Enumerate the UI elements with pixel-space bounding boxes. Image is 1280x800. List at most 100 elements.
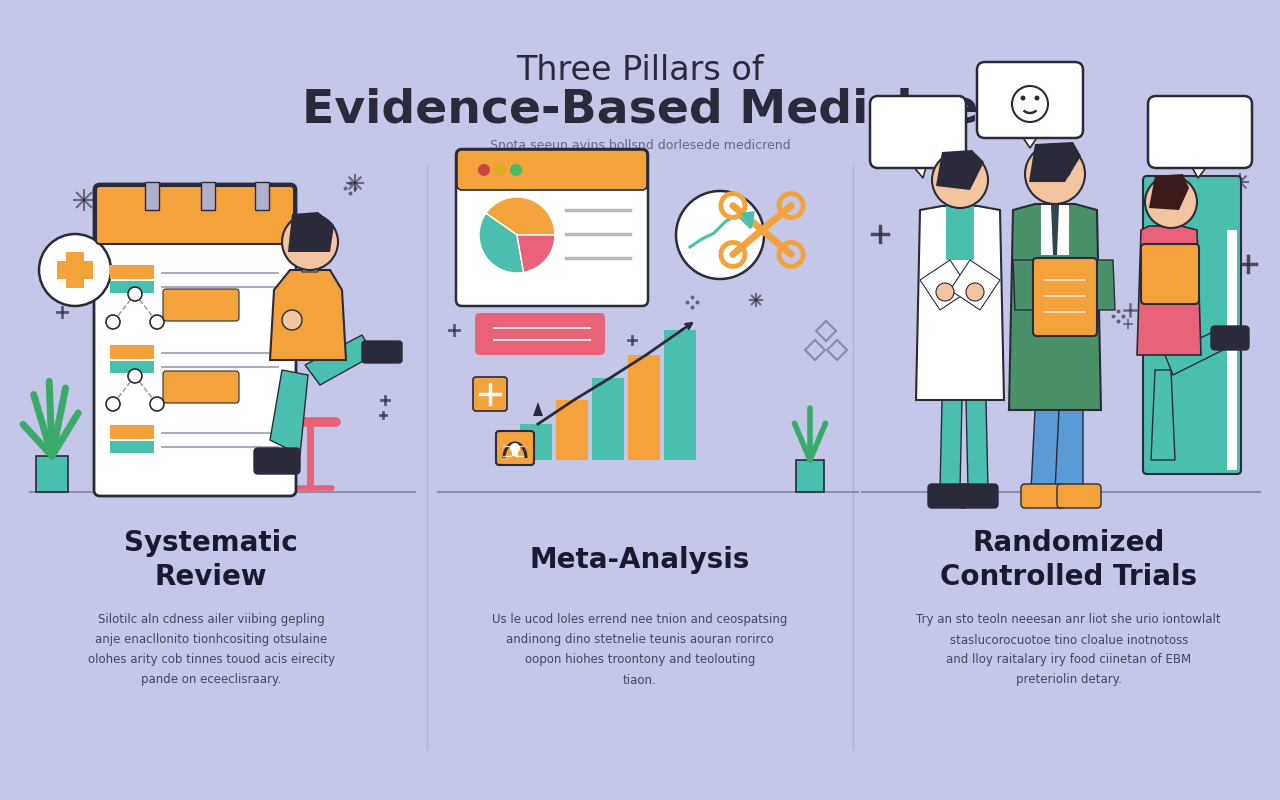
Circle shape xyxy=(1020,95,1025,101)
Circle shape xyxy=(128,369,142,383)
FancyBboxPatch shape xyxy=(928,484,968,508)
Bar xyxy=(255,182,269,210)
FancyBboxPatch shape xyxy=(253,448,300,474)
Bar xyxy=(110,265,154,279)
Text: Snota seeun ayins bollsnd dorlesede medicrend: Snota seeun ayins bollsnd dorlesede medi… xyxy=(490,138,790,151)
Polygon shape xyxy=(1029,142,1082,182)
Polygon shape xyxy=(1012,260,1115,310)
FancyBboxPatch shape xyxy=(1021,484,1065,508)
FancyBboxPatch shape xyxy=(1057,484,1101,508)
Circle shape xyxy=(509,443,520,453)
Text: Evidence-Based Medicine: Evidence-Based Medicine xyxy=(302,87,978,133)
FancyBboxPatch shape xyxy=(1140,244,1199,304)
Polygon shape xyxy=(1055,410,1083,490)
Polygon shape xyxy=(940,400,963,490)
Bar xyxy=(1041,205,1069,255)
Bar xyxy=(110,425,154,439)
FancyBboxPatch shape xyxy=(1211,326,1249,350)
Polygon shape xyxy=(740,211,755,229)
Circle shape xyxy=(106,315,120,329)
Circle shape xyxy=(38,234,111,306)
Circle shape xyxy=(966,283,984,301)
Bar xyxy=(664,330,696,460)
FancyBboxPatch shape xyxy=(96,186,294,244)
Polygon shape xyxy=(920,260,970,310)
Circle shape xyxy=(128,287,142,301)
Circle shape xyxy=(494,164,506,176)
FancyBboxPatch shape xyxy=(457,150,646,190)
Polygon shape xyxy=(1018,130,1042,148)
Bar xyxy=(946,206,974,260)
FancyBboxPatch shape xyxy=(362,341,402,363)
Polygon shape xyxy=(532,402,543,416)
FancyBboxPatch shape xyxy=(957,484,998,508)
Wedge shape xyxy=(479,214,524,273)
Bar xyxy=(556,400,588,460)
Bar xyxy=(58,261,93,279)
Bar xyxy=(591,378,625,460)
Bar xyxy=(796,460,824,492)
Polygon shape xyxy=(288,212,334,252)
Bar xyxy=(145,182,159,210)
Text: Randomized
Controlled Trials: Randomized Controlled Trials xyxy=(941,529,1197,591)
Bar xyxy=(628,355,660,460)
Polygon shape xyxy=(916,206,1004,400)
Circle shape xyxy=(932,152,988,208)
FancyBboxPatch shape xyxy=(497,431,534,465)
Polygon shape xyxy=(950,260,1000,310)
Polygon shape xyxy=(1149,174,1189,210)
Circle shape xyxy=(1025,144,1085,204)
Circle shape xyxy=(282,310,302,330)
FancyBboxPatch shape xyxy=(870,96,966,168)
FancyBboxPatch shape xyxy=(93,184,296,496)
FancyBboxPatch shape xyxy=(1148,96,1252,168)
Polygon shape xyxy=(1137,226,1201,355)
Text: Silotilc aln cdness ailer viibing gepling
anje enacllonito tionhcositing otsulai: Silotilc aln cdness ailer viibing geplin… xyxy=(87,614,335,686)
Polygon shape xyxy=(1165,330,1222,375)
Circle shape xyxy=(1146,176,1197,228)
Text: Meta-Analysis: Meta-Analysis xyxy=(530,546,750,574)
Text: Three Pillars of: Three Pillars of xyxy=(516,54,764,86)
Circle shape xyxy=(150,315,164,329)
Polygon shape xyxy=(1030,410,1059,490)
Circle shape xyxy=(282,214,338,270)
Polygon shape xyxy=(1151,370,1175,460)
Circle shape xyxy=(509,164,522,176)
Bar xyxy=(110,441,154,453)
FancyBboxPatch shape xyxy=(163,371,239,403)
Polygon shape xyxy=(1188,160,1212,178)
Wedge shape xyxy=(517,235,556,273)
Circle shape xyxy=(477,164,490,176)
Polygon shape xyxy=(908,160,928,178)
Wedge shape xyxy=(486,197,556,235)
Bar xyxy=(36,456,68,492)
Circle shape xyxy=(1034,95,1039,101)
Polygon shape xyxy=(936,150,984,190)
FancyBboxPatch shape xyxy=(163,289,239,321)
Text: Us le ucod loles errend nee tnion and ceospatsing
andinong dino stetnelie teunis: Us le ucod loles errend nee tnion and ce… xyxy=(493,614,787,686)
Bar xyxy=(1228,230,1236,470)
Circle shape xyxy=(936,283,954,301)
Bar xyxy=(67,252,84,288)
Polygon shape xyxy=(302,252,317,272)
FancyBboxPatch shape xyxy=(474,377,507,411)
Polygon shape xyxy=(966,400,988,490)
Text: Systematic
Review: Systematic Review xyxy=(124,529,298,591)
Bar xyxy=(110,281,154,293)
FancyBboxPatch shape xyxy=(475,313,605,355)
Bar xyxy=(201,182,215,210)
Circle shape xyxy=(676,191,764,279)
Bar xyxy=(110,345,154,359)
FancyBboxPatch shape xyxy=(1033,258,1097,336)
Text: Try an sto teoln neeesan anr liot she urio iontowlalt
staslucorocuotoe tino cloa: Try an sto teoln neeesan anr liot she ur… xyxy=(916,614,1221,686)
Polygon shape xyxy=(270,270,346,360)
Polygon shape xyxy=(1009,204,1101,410)
FancyBboxPatch shape xyxy=(456,149,648,306)
Bar xyxy=(110,361,154,373)
Circle shape xyxy=(106,397,120,411)
Bar xyxy=(512,446,518,456)
Polygon shape xyxy=(288,300,294,328)
Polygon shape xyxy=(1051,205,1059,255)
Circle shape xyxy=(150,397,164,411)
FancyBboxPatch shape xyxy=(977,62,1083,138)
